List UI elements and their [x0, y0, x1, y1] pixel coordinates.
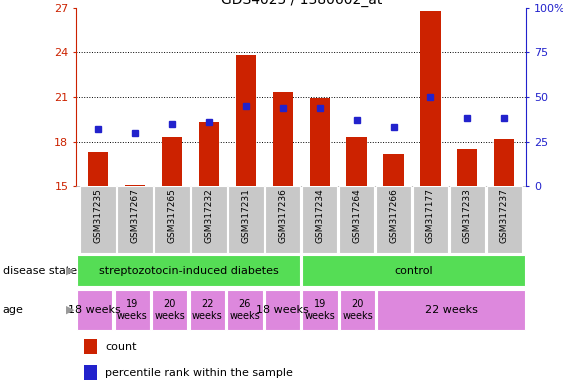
- Bar: [84, 339, 97, 354]
- Bar: [115, 290, 150, 330]
- Bar: [457, 149, 477, 186]
- Text: 19
weeks: 19 weeks: [305, 299, 336, 321]
- Text: ▶: ▶: [66, 266, 75, 276]
- Text: 18 weeks: 18 weeks: [256, 305, 309, 315]
- Text: 20
weeks: 20 weeks: [154, 299, 185, 321]
- Bar: [377, 290, 525, 330]
- Bar: [154, 186, 190, 253]
- Bar: [450, 186, 485, 253]
- Bar: [420, 11, 441, 186]
- Bar: [302, 290, 338, 330]
- Bar: [227, 290, 262, 330]
- Bar: [340, 290, 375, 330]
- Bar: [272, 93, 293, 186]
- Bar: [413, 186, 448, 253]
- Bar: [191, 186, 227, 253]
- Text: disease state: disease state: [3, 266, 77, 276]
- Text: 22 weeks: 22 weeks: [425, 305, 478, 315]
- Text: 20
weeks: 20 weeks: [342, 299, 373, 321]
- Text: 19
weeks: 19 weeks: [117, 299, 148, 321]
- Bar: [346, 137, 367, 186]
- Bar: [162, 137, 182, 186]
- Text: age: age: [3, 305, 24, 315]
- Bar: [302, 255, 525, 286]
- Text: ▶: ▶: [66, 305, 75, 315]
- Text: GSM317265: GSM317265: [167, 188, 176, 243]
- Bar: [81, 186, 116, 253]
- Text: control: control: [395, 266, 433, 276]
- Bar: [339, 186, 374, 253]
- Text: GSM317264: GSM317264: [352, 188, 361, 243]
- Bar: [486, 186, 522, 253]
- Bar: [302, 186, 337, 253]
- Text: percentile rank within the sample: percentile rank within the sample: [105, 367, 293, 377]
- Bar: [310, 98, 330, 186]
- Bar: [383, 154, 404, 186]
- Text: 18 weeks: 18 weeks: [68, 305, 121, 315]
- Text: GSM317237: GSM317237: [500, 188, 509, 243]
- Bar: [265, 186, 301, 253]
- Bar: [125, 185, 145, 186]
- Text: GSM317233: GSM317233: [463, 188, 472, 243]
- Text: GSM317235: GSM317235: [93, 188, 102, 243]
- Bar: [77, 255, 300, 286]
- Bar: [265, 290, 300, 330]
- Text: 22
weeks: 22 weeks: [192, 299, 223, 321]
- Bar: [190, 290, 225, 330]
- Bar: [77, 290, 113, 330]
- Text: GSM317236: GSM317236: [278, 188, 287, 243]
- Bar: [376, 186, 411, 253]
- Text: GSM317234: GSM317234: [315, 188, 324, 243]
- Text: streptozotocin-induced diabetes: streptozotocin-induced diabetes: [99, 266, 279, 276]
- Text: GSM317267: GSM317267: [131, 188, 140, 243]
- Bar: [199, 122, 219, 186]
- Bar: [494, 139, 515, 186]
- Text: GSM317266: GSM317266: [389, 188, 398, 243]
- Title: GDS4025 / 1380602_at: GDS4025 / 1380602_at: [221, 0, 382, 7]
- Bar: [84, 365, 97, 381]
- Bar: [228, 186, 263, 253]
- Text: GSM317231: GSM317231: [242, 188, 251, 243]
- Bar: [117, 186, 153, 253]
- Text: count: count: [105, 342, 137, 352]
- Bar: [88, 152, 108, 186]
- Text: 26
weeks: 26 weeks: [230, 299, 260, 321]
- Text: GSM317232: GSM317232: [204, 188, 213, 243]
- Bar: [236, 55, 256, 186]
- Text: GSM317177: GSM317177: [426, 188, 435, 243]
- Bar: [152, 290, 187, 330]
